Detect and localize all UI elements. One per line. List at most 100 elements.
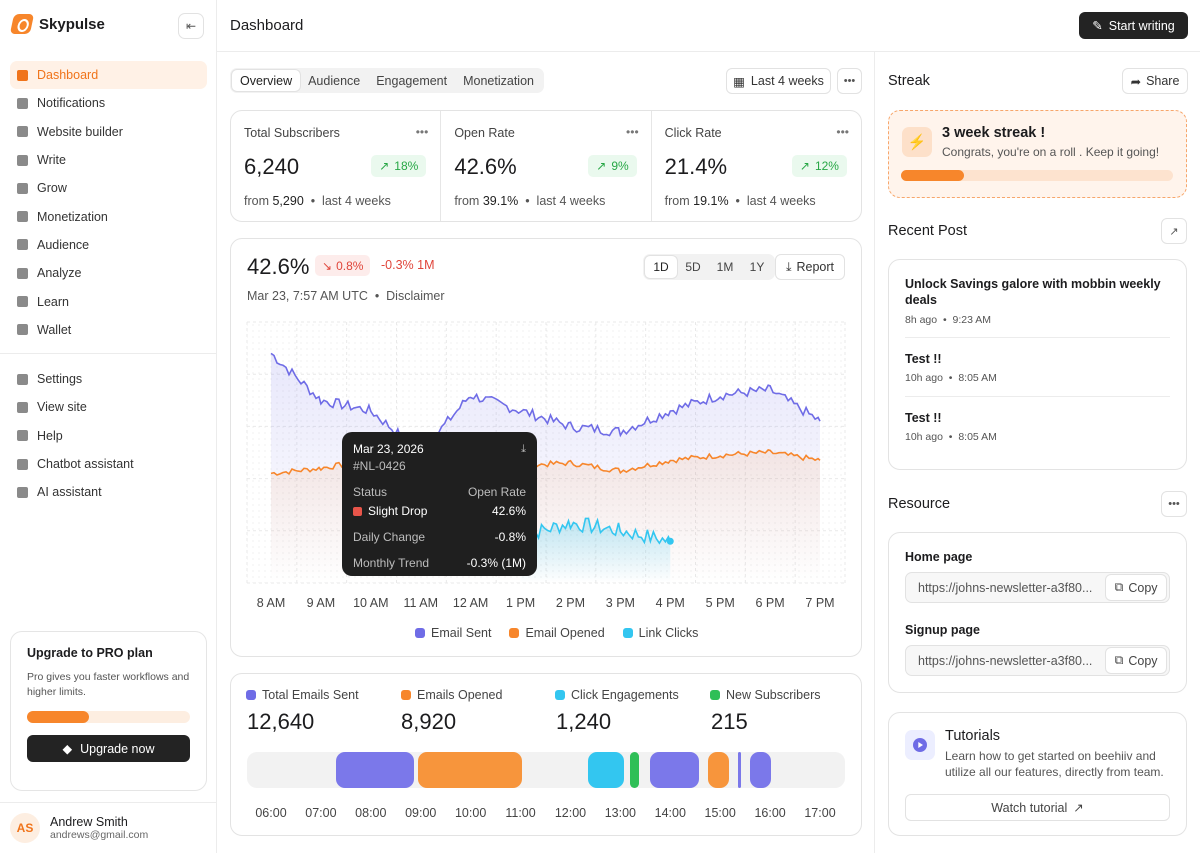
signup-page-url-field[interactable]: https://johns-newsletter-a3f80... ⧉ Copy — [905, 645, 1170, 676]
stat-title: Open Rate — [454, 126, 515, 140]
help-icon — [17, 430, 28, 442]
timeline-segment[interactable] — [707, 752, 729, 788]
home-page-url-field[interactable]: https://johns-newsletter-a3f80... ⧉ Copy — [905, 572, 1170, 603]
legend-email-opened[interactable]: Email Opened — [509, 626, 605, 640]
open-recent-posts-button[interactable]: ↗ — [1161, 218, 1187, 244]
upgrade-now-button[interactable]: ◆ Upgrade now — [27, 735, 190, 763]
user-profile[interactable]: AS Andrew Smith andrews@gmail.com — [0, 802, 217, 853]
tab-engagement[interactable]: Engagement — [376, 73, 448, 88]
report-label: Report — [796, 260, 835, 274]
download-icon[interactable]: ⤓ — [521, 442, 526, 455]
arrow-up-right-icon: ↗ — [1073, 801, 1084, 815]
tooltip-monthly: -0.3% (1M) — [466, 556, 526, 570]
period-1d[interactable]: 1D — [645, 256, 677, 278]
sidebar-item-grow[interactable]: Grow — [10, 174, 207, 202]
sidebar-item-analyze[interactable]: Analyze — [10, 259, 207, 287]
timeline-label: 09:00 — [405, 806, 437, 820]
sidebar-item-ai-assistant[interactable]: AI assistant — [10, 478, 207, 506]
stat-menu-button[interactable]: ••• — [626, 125, 639, 139]
login-icon — [17, 486, 28, 498]
tooltip-date: Mar 23, 2026 — [353, 442, 424, 456]
sidebar-item-label: Analyze — [37, 266, 82, 281]
timeline-segment[interactable] — [750, 752, 772, 788]
tab-audience[interactable]: Audience — [308, 73, 361, 88]
trend-up-icon: ↗ — [379, 159, 390, 173]
period-1m[interactable]: 1M — [716, 260, 734, 274]
copy-signup-url-button[interactable]: ⧉ Copy — [1105, 647, 1167, 674]
post-meta: 8h ago • 9:23 AM — [905, 313, 992, 326]
sidebar-item-settings[interactable]: Settings — [10, 365, 207, 393]
tab-monetization[interactable]: Monetization — [463, 73, 534, 88]
x-tick-label: 4 PM — [656, 596, 685, 610]
sidebar-item-audience[interactable]: Audience — [10, 231, 207, 259]
resource-more-button[interactable]: ••• — [1161, 491, 1187, 517]
chart-tooltip: Mar 23, 2026 ⤓ #NL-0426 Status Open Rate S… — [342, 432, 537, 576]
trend-up-icon: ↗ — [596, 159, 607, 173]
stat-title: Click Rate — [664, 126, 722, 140]
timeline-segment[interactable] — [630, 752, 639, 788]
share-button[interactable]: ➦ Share — [1122, 68, 1188, 94]
legend-link-clicks[interactable]: Link Clicks — [622, 626, 698, 640]
legend-email-sent[interactable]: Email Sent — [415, 626, 491, 640]
start-writing-button[interactable]: ✎ Start writing — [1079, 12, 1188, 39]
sidebar-item-website-builder[interactable]: Website builder — [10, 118, 207, 146]
grow-icon — [17, 182, 28, 194]
chart-value: 42.6% — [247, 254, 310, 279]
sidebar-item-learn[interactable]: Learn — [10, 287, 207, 315]
report-button[interactable]: ⤓ Report — [775, 254, 845, 280]
user-name: Andrew Smith — [50, 815, 128, 829]
post-divider — [905, 337, 1170, 338]
sidebar-item-wallet[interactable]: Wallet — [10, 316, 207, 344]
collapse-sidebar-button[interactable]: ⇤ — [178, 13, 204, 39]
timeline-segment[interactable] — [335, 752, 415, 788]
signup-page-label: Signup page — [905, 623, 980, 637]
disclaimer-link[interactable]: Disclaimer — [386, 289, 445, 303]
timeline-segment[interactable] — [587, 752, 624, 788]
sidebar-item-monetization[interactable]: Monetization — [10, 202, 207, 230]
period-5d[interactable]: 5D — [685, 260, 701, 274]
series-link-clicks-area — [520, 518, 671, 583]
sidebar-item-chatbot-assistant[interactable]: Chatbot assistant — [10, 450, 207, 478]
sidebar-item-dashboard[interactable]: Dashboard — [10, 61, 207, 90]
watch-tutorial-button[interactable]: Watch tutorial ↗ — [905, 794, 1170, 821]
sparkle-icon — [17, 458, 28, 470]
post-ago: 10h ago — [905, 431, 943, 444]
timeline-label: 08:00 — [355, 806, 387, 820]
stat-change: 9% — [611, 159, 629, 173]
sidebar-item-label: AI assistant — [37, 485, 102, 500]
x-tick-label: 2 PM — [556, 596, 585, 610]
timeline-segment[interactable] — [737, 752, 742, 788]
stat-menu-button[interactable]: ••• — [415, 125, 429, 139]
chart-timestamp: Mar 23, 7:57 AM UTC — [247, 289, 368, 303]
sidebar-item-view-site[interactable]: View site — [10, 393, 207, 421]
metric-label: New Subscribers — [726, 688, 821, 702]
sidebar-item-notifications[interactable]: Notifications — [10, 89, 207, 117]
period-1y[interactable]: 1Y — [749, 260, 765, 274]
more-options-button[interactable]: ••• — [837, 68, 862, 94]
timeline-segment[interactable] — [418, 752, 522, 788]
monitor-icon — [17, 126, 28, 138]
streak-card — [888, 110, 1187, 198]
post-divider — [905, 396, 1170, 397]
metric-total-emails-sent: Total Emails Sent — [246, 688, 359, 702]
logo[interactable]: Skypulse — [9, 14, 105, 34]
sidebar-item-help[interactable]: Help — [10, 422, 207, 450]
post-item[interactable]: Test !! 10h ago • 8:05 AM — [905, 351, 1170, 384]
timeline-label: 12:00 — [554, 806, 587, 820]
stat-menu-button[interactable]: ••• — [836, 125, 849, 139]
timeline-segment[interactable] — [650, 752, 699, 788]
post-item[interactable]: Unlock Savings galore with mobbin weekly… — [905, 276, 1170, 326]
sidebar-item-label: View site — [37, 400, 87, 415]
copy-home-url-button[interactable]: ⧉ Copy — [1105, 574, 1167, 601]
sidebar-item-write[interactable]: Write — [10, 146, 207, 174]
copy-icon: ⧉ — [1114, 580, 1124, 594]
post-item[interactable]: Test !! 10h ago • 8:05 AM — [905, 410, 1170, 443]
date-range-button[interactable]: ▦ Last 4 weeks — [726, 68, 831, 94]
money-icon — [17, 211, 28, 223]
pen-icon: ✎ — [1092, 19, 1103, 33]
metric-label: Emails Opened — [417, 688, 503, 702]
stat-from-label: from — [244, 194, 269, 208]
gear-icon — [17, 373, 28, 385]
tab-overview[interactable]: Overview — [232, 70, 301, 91]
sidebar-item-label: Write — [37, 153, 66, 168]
